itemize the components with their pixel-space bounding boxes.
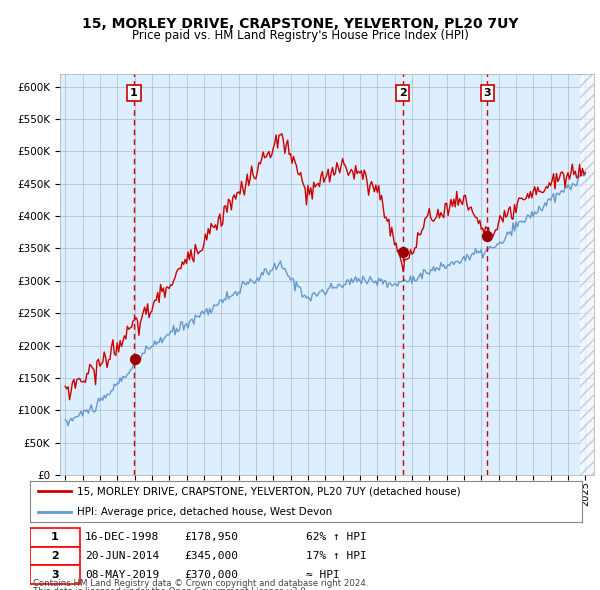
Text: Price paid vs. HM Land Registry's House Price Index (HPI): Price paid vs. HM Land Registry's House … xyxy=(131,30,469,42)
Text: 1: 1 xyxy=(51,533,59,542)
Text: 15, MORLEY DRIVE, CRAPSTONE, YELVERTON, PL20 7UY: 15, MORLEY DRIVE, CRAPSTONE, YELVERTON, … xyxy=(82,17,518,31)
Text: 16-DEC-1998: 16-DEC-1998 xyxy=(85,533,160,542)
Text: £345,000: £345,000 xyxy=(185,551,239,561)
Point xyxy=(130,355,139,364)
FancyBboxPatch shape xyxy=(30,547,80,565)
Point xyxy=(398,247,408,257)
FancyBboxPatch shape xyxy=(30,565,80,584)
Text: ≈ HPI: ≈ HPI xyxy=(306,570,340,579)
Text: 2: 2 xyxy=(51,551,59,561)
Text: HPI: Average price, detached house, West Devon: HPI: Average price, detached house, West… xyxy=(77,507,332,517)
Text: 62% ↑ HPI: 62% ↑ HPI xyxy=(306,533,367,542)
Text: 08-MAY-2019: 08-MAY-2019 xyxy=(85,570,160,579)
Text: Contains HM Land Registry data © Crown copyright and database right 2024.: Contains HM Land Registry data © Crown c… xyxy=(33,579,368,588)
Text: 17% ↑ HPI: 17% ↑ HPI xyxy=(306,551,367,561)
Text: 20-JUN-2014: 20-JUN-2014 xyxy=(85,551,160,561)
Text: This data is licensed under the Open Government Licence v3.0.: This data is licensed under the Open Gov… xyxy=(33,587,308,590)
Text: 3: 3 xyxy=(484,88,491,98)
Text: £370,000: £370,000 xyxy=(185,570,239,579)
Text: 15, MORLEY DRIVE, CRAPSTONE, YELVERTON, PL20 7UY (detached house): 15, MORLEY DRIVE, CRAPSTONE, YELVERTON, … xyxy=(77,486,461,496)
Polygon shape xyxy=(580,74,594,475)
Text: 3: 3 xyxy=(51,570,59,579)
Point xyxy=(482,231,492,240)
FancyBboxPatch shape xyxy=(30,528,80,547)
Text: £178,950: £178,950 xyxy=(185,533,239,542)
Text: 2: 2 xyxy=(399,88,407,98)
Text: 1: 1 xyxy=(130,88,138,98)
